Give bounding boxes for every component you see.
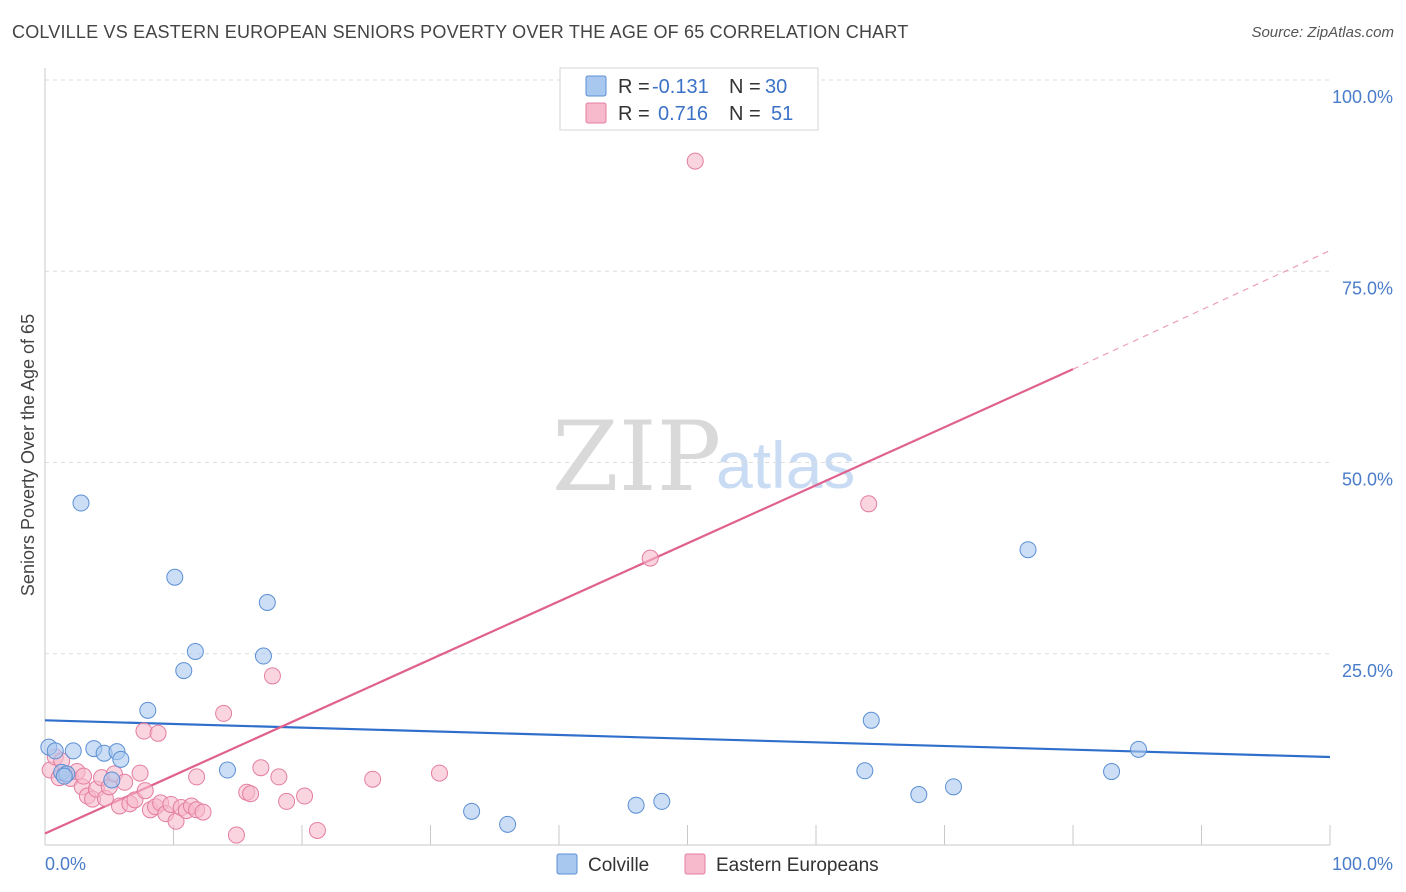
eastern-point-34: [227, 826, 245, 844]
watermark-zip: ZIP: [552, 401, 721, 513]
eastern-point-49: [75, 767, 93, 785]
legend-swatch-eastern: [585, 102, 607, 124]
colville-point-10: [103, 771, 121, 789]
eastern-point-30: [135, 722, 153, 740]
eastern-point-37: [252, 759, 270, 777]
series-legend: Colville Eastern Europeans: [556, 853, 879, 876]
colville-point-11: [139, 701, 157, 719]
eastern-point-18: [131, 764, 149, 782]
legend-r-value-eastern: 0.716: [658, 103, 708, 125]
eastern-trend-line: [44, 368, 1074, 835]
eastern-point-32: [188, 768, 206, 786]
colville-point-2: [64, 742, 82, 760]
eastern-point-47: [860, 495, 878, 513]
colville-point-17: [258, 593, 276, 611]
trend-lines: [44, 250, 1331, 835]
eastern-europeans-points: [41, 152, 878, 844]
eastern-point-33: [215, 704, 233, 722]
bottom-legend-swatch-eastern: [684, 853, 706, 875]
colville-point-25: [944, 778, 962, 796]
legend-n-label-colville: N =: [729, 76, 761, 98]
eastern-point-38: [263, 667, 281, 685]
colville-point-19: [499, 815, 517, 833]
eastern-point-46: [686, 152, 704, 170]
colville-point-1: [46, 742, 64, 760]
y-tick-label-1: 75.0%: [1342, 278, 1393, 298]
colville-point-16: [254, 647, 272, 665]
legend-r-label-eastern: R =: [618, 103, 650, 125]
y-tick-label-0: 100.0%: [1332, 87, 1393, 107]
colville-point-28: [1130, 740, 1148, 758]
eastern-trend-extension: [1072, 250, 1331, 370]
tick-labels: 100.0% 75.0% 50.0% 25.0% 0.0% 100.0%: [45, 87, 1393, 874]
legend-r-label-colville: R =: [618, 76, 650, 98]
y-tick-label-3: 25.0%: [1342, 661, 1393, 681]
eastern-point-39: [270, 768, 288, 786]
legend-r-value-colville: -0.131: [652, 76, 709, 98]
legend-n-label-eastern: N =: [729, 103, 761, 125]
colville-point-22: [862, 711, 880, 729]
colville-point-12: [166, 568, 184, 586]
colville-points: [40, 494, 1148, 833]
axes: [44, 68, 1331, 846]
colville-point-29: [55, 767, 73, 785]
colville-point-23: [856, 762, 874, 780]
legend-n-value-colville: 30: [765, 76, 787, 98]
eastern-point-19: [136, 782, 154, 800]
y-axis-title: Seniors Poverty Over the Age of 65: [18, 314, 38, 596]
colville-point-13: [175, 662, 193, 680]
colville-point-21: [653, 792, 671, 810]
eastern-point-45: [641, 549, 659, 567]
eastern-point-31: [149, 724, 167, 742]
colville-point-26: [1019, 541, 1037, 559]
eastern-point-43: [364, 770, 382, 788]
eastern-point-41: [296, 787, 314, 805]
eastern-point-40: [278, 792, 296, 810]
correlation-legend: R = -0.131 N = 30 R = 0.716 N = 51: [559, 67, 819, 131]
colville-point-9: [112, 750, 130, 768]
y-tick-label-2: 50.0%: [1342, 470, 1393, 490]
legend-n-value-eastern: 51: [771, 103, 793, 125]
bottom-legend-eastern: Eastern Europeans: [716, 855, 879, 876]
x-tick-label-1: 100.0%: [1332, 854, 1393, 874]
chart-title: COLVILLE VS EASTERN EUROPEAN SENIORS POV…: [12, 22, 909, 42]
colville-point-24: [910, 786, 928, 804]
colville-trend-line: [44, 719, 1331, 759]
eastern-point-36: [242, 785, 260, 803]
watermark-atlas: atlas: [716, 428, 855, 502]
x-tick-label-0: 0.0%: [45, 854, 86, 874]
colville-point-20: [627, 796, 645, 814]
gridlines: [45, 79, 1330, 655]
colville-point-27: [1103, 763, 1121, 781]
colville-point-15: [218, 761, 236, 779]
bottom-legend-swatch-colville: [556, 853, 578, 875]
eastern-point-50: [194, 803, 212, 821]
legend-swatch-colville: [585, 75, 607, 97]
colville-point-5: [72, 494, 90, 512]
eastern-point-42: [308, 821, 326, 839]
eastern-point-44: [430, 764, 448, 782]
colville-point-18: [463, 802, 481, 820]
source-label: Source: ZipAtlas.com: [1251, 24, 1394, 41]
colville-point-14: [186, 642, 204, 660]
bottom-legend-colville: Colville: [588, 855, 649, 876]
